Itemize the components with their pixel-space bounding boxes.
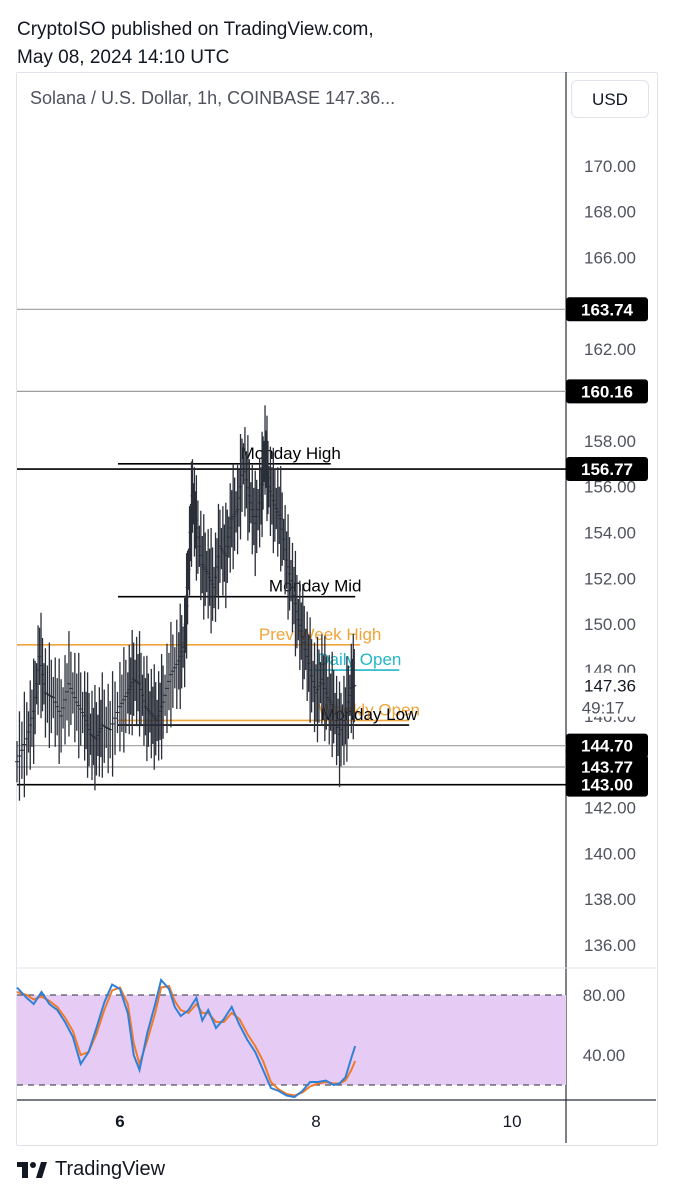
annotation-label: Monday High xyxy=(241,444,341,463)
rsi-tick-label: 80.00 xyxy=(583,986,626,1005)
level-badge xyxy=(566,297,648,322)
tradingview-logo-icon xyxy=(17,1161,47,1178)
price-tick-label: 136.00 xyxy=(584,936,636,955)
level-badge xyxy=(566,457,648,482)
level-badge-label: 144.70 xyxy=(581,737,633,756)
price-tick-label: 158.00 xyxy=(584,432,636,451)
rsi-line xyxy=(16,977,357,1099)
price-tick-label: 156.00 xyxy=(584,478,636,497)
price-tick-label: 138.00 xyxy=(584,890,636,909)
price-tick-label: 140.00 xyxy=(584,844,636,863)
price-tick-label: 154.00 xyxy=(584,524,636,543)
countdown-label: 49:17 xyxy=(582,699,625,718)
rsi-band xyxy=(17,995,566,1085)
footer-brand-label: TradingView xyxy=(55,1158,166,1180)
price-tick-label: 152.00 xyxy=(584,569,636,588)
symbol-title: Solana / U.S. Dollar, 1h, COINBASE 147.3… xyxy=(30,88,396,108)
annotation-label: Monday Mid xyxy=(269,577,362,596)
footer-brand: TradingView xyxy=(17,1158,165,1181)
annotation-label: Daily Open xyxy=(317,650,401,669)
publisher-line: CryptoISO published on TradingView.com, xyxy=(17,19,374,40)
rsi-tick-label: 40.00 xyxy=(583,1046,626,1065)
price-tick-label: 170.00 xyxy=(584,157,636,176)
last-price-box xyxy=(570,672,654,717)
level-badge-label: 160.16 xyxy=(581,382,633,401)
price-tick-label: 166.00 xyxy=(584,249,636,268)
price-tick-label: 162.00 xyxy=(584,340,636,359)
publish-header: CryptoISO published on TradingView.com, … xyxy=(17,16,374,72)
chart-frame xyxy=(16,72,658,1146)
annotation-label: Prev Week High xyxy=(259,625,382,644)
level-badge xyxy=(566,733,648,758)
time-tick-label: 10 xyxy=(503,1112,522,1131)
last-price-label: 147.36 xyxy=(584,677,636,696)
currency-button[interactable]: USD xyxy=(571,80,649,118)
time-tick-label: 6 xyxy=(115,1112,124,1131)
level-badge xyxy=(566,379,648,404)
publish-date: May 08, 2024 14:10 UTC xyxy=(17,47,230,68)
time-tick-label: 8 xyxy=(311,1112,320,1131)
level-badge-label: 163.74 xyxy=(581,300,634,319)
price-tick-label: 142.00 xyxy=(584,799,636,818)
level-badge xyxy=(566,772,648,797)
level-badge-label: 143.00 xyxy=(581,776,633,795)
level-badge-label: 156.77 xyxy=(581,460,633,479)
price-tick-label: 150.00 xyxy=(584,615,636,634)
level-badge-label: 143.77 xyxy=(581,758,633,777)
price-tick-label: 168.00 xyxy=(584,203,636,222)
rsi-signal-line xyxy=(16,984,357,1097)
